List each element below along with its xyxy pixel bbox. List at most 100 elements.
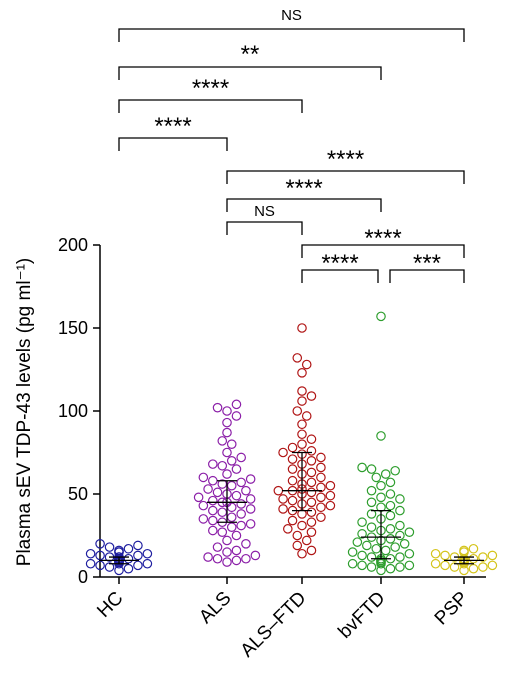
data-point [212, 542, 223, 552]
data-point [95, 560, 105, 571]
data-point [208, 495, 218, 506]
y-tick-label: 150 [58, 318, 88, 338]
data-point [297, 386, 307, 396]
data-point [231, 399, 242, 410]
data-point [142, 558, 153, 569]
data-point [287, 515, 298, 526]
data-point [380, 469, 391, 479]
data-point [133, 540, 143, 551]
category-label: HC [93, 588, 127, 622]
data-point [292, 406, 303, 416]
data-point [306, 497, 317, 508]
data-point [85, 548, 96, 559]
data-point [245, 474, 256, 484]
data-point [222, 417, 232, 428]
data-point [297, 323, 307, 333]
data-point [395, 562, 405, 572]
data-point [306, 455, 317, 466]
data-point [203, 484, 213, 494]
data-point [357, 462, 367, 473]
data-point [226, 455, 237, 466]
data-point [292, 540, 303, 551]
data-point [468, 543, 479, 554]
data-point [292, 530, 303, 541]
y-tick-label: 100 [58, 401, 88, 421]
data-point [395, 530, 405, 541]
data-point [357, 529, 367, 539]
significance-bracket [118, 28, 465, 42]
data-point [245, 494, 256, 504]
data-point [297, 520, 307, 531]
data-point [325, 490, 336, 501]
significance-bracket [118, 66, 382, 80]
data-point [226, 480, 237, 491]
data-point [226, 512, 237, 523]
significance-label: ** [241, 41, 260, 68]
data-point [430, 558, 441, 569]
y-tick-label: 200 [58, 235, 88, 255]
y-axis: 0 50 100 150 200 [58, 235, 101, 587]
data-point [376, 431, 386, 441]
data-point [231, 411, 242, 421]
significance-label: NS [281, 7, 302, 24]
data-point [222, 427, 232, 438]
data-point [287, 475, 298, 486]
median-iqr-markers [99, 451, 484, 565]
data-point [376, 492, 386, 503]
data-point [245, 519, 256, 529]
data-point [478, 552, 488, 562]
data-point [301, 535, 312, 546]
data-points [85, 311, 498, 576]
significance-bracket [226, 198, 382, 212]
data-point [222, 547, 232, 557]
data-point [385, 524, 396, 534]
data-point [306, 434, 317, 445]
data-point [133, 550, 143, 561]
data-point [278, 494, 288, 504]
data-point [95, 550, 105, 561]
data-point [385, 534, 396, 544]
data-point [283, 524, 293, 534]
data-point [316, 452, 326, 463]
data-point [385, 563, 396, 574]
data-point [316, 472, 326, 483]
data-point [231, 464, 242, 474]
data-point [325, 500, 336, 511]
significance-bracket [301, 269, 379, 283]
significance-label: **** [321, 250, 358, 277]
data-point [306, 517, 317, 528]
data-point [366, 485, 377, 496]
data-point [395, 552, 405, 562]
data-point [366, 509, 377, 519]
data-point [95, 538, 105, 549]
data-point [142, 548, 153, 559]
data-point [385, 500, 396, 511]
data-point [212, 553, 223, 564]
data-point [217, 436, 228, 446]
data-point [395, 505, 405, 516]
significance-label: **** [154, 113, 191, 140]
data-point [85, 558, 96, 569]
data-point [222, 406, 232, 416]
data-point [478, 562, 488, 572]
data-point [226, 439, 237, 449]
data-point [366, 562, 377, 572]
data-point [385, 489, 396, 499]
data-point [357, 517, 367, 528]
data-point [371, 543, 382, 554]
data-point [236, 452, 246, 463]
data-point [212, 402, 223, 413]
significance-label: **** [192, 75, 229, 102]
data-point [222, 557, 232, 567]
data-point [468, 563, 479, 574]
significance-bracket [389, 269, 465, 283]
data-point [226, 502, 237, 513]
data-point [273, 485, 284, 496]
significance-label: **** [364, 225, 401, 252]
data-point [245, 504, 256, 514]
significance-label: **** [327, 146, 364, 173]
data-point [306, 527, 317, 537]
data-point [395, 494, 405, 504]
data-point [306, 446, 317, 456]
data-point [430, 548, 441, 559]
